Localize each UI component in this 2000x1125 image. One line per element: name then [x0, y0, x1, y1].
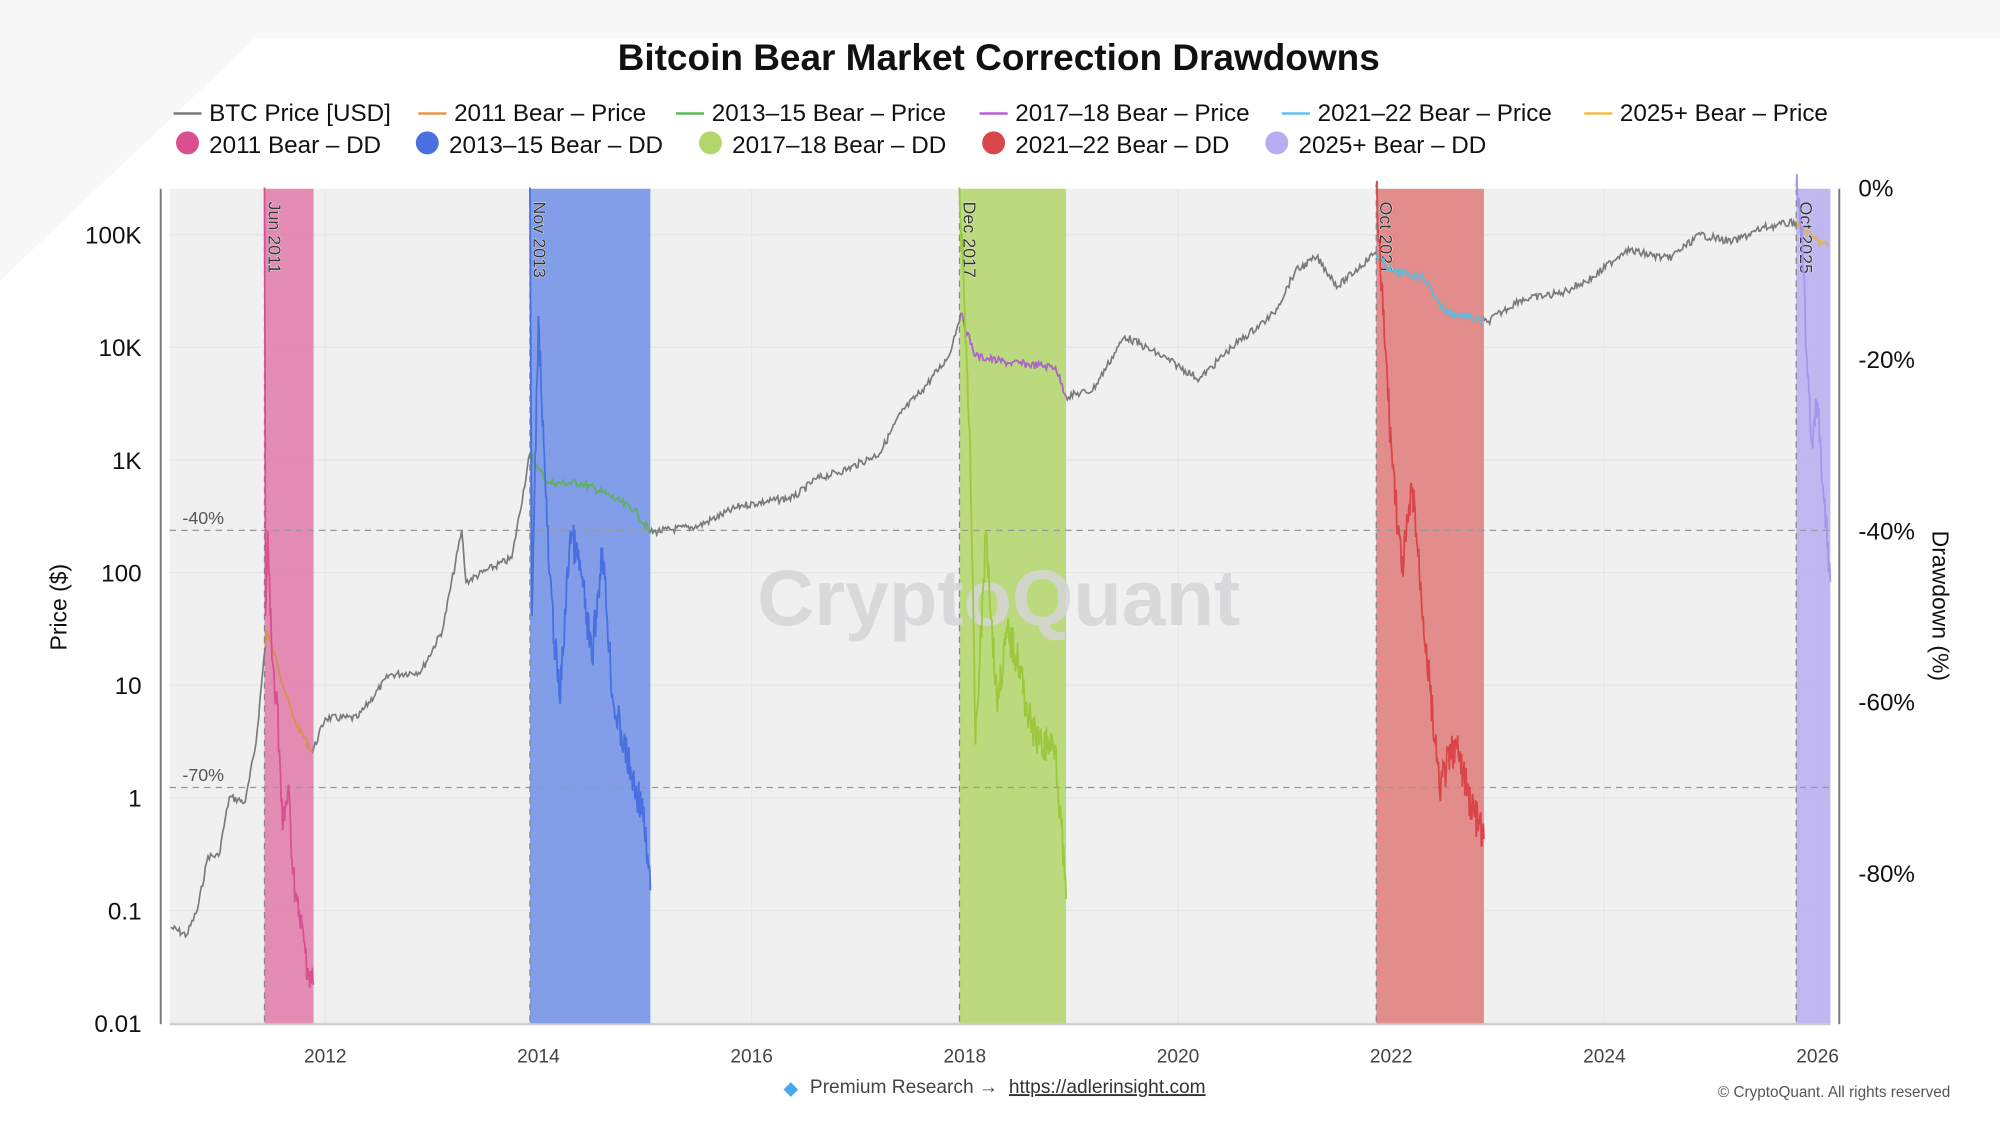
legend-item[interactable]: 2017–18 Bear – DD	[732, 132, 946, 159]
bear-market-band	[959, 188, 1067, 1025]
bear-market-band	[1376, 188, 1484, 1025]
bear-market-band	[529, 188, 651, 1025]
bear-start-label: Oct 2025	[1796, 202, 1816, 274]
legend-dot-icon	[698, 131, 722, 155]
legend-item[interactable]: 2013–15 Bear – Price	[712, 100, 946, 127]
footer-copyright: © CryptoQuant. All rights reserved	[1718, 1084, 1950, 1101]
drawdown-line	[1795, 173, 1832, 582]
footer-link[interactable]: https://adlerinsight.com	[1009, 1077, 1206, 1098]
bear-price-line	[960, 312, 1067, 398]
drawdown-line	[529, 187, 652, 891]
bear-start-label: Nov 2013	[530, 202, 550, 278]
y2-tick-label: 0%	[1858, 175, 1893, 202]
bear-price-line	[264, 629, 314, 753]
legend: BTC Price [USD] 2011 Bear – Price 2013–15 …	[173, 100, 1828, 159]
footer-premium: Premium Research →	[810, 1077, 998, 1098]
y2-tick-label: -40%	[1858, 518, 1915, 545]
bear-market-band	[1796, 188, 1831, 1025]
x-tick-label: 2014	[517, 1047, 560, 1068]
x-tick-label: 2022	[1370, 1047, 1413, 1068]
reference-line-label: -40%	[182, 508, 224, 528]
y-tick-label: 1K	[112, 448, 142, 475]
legend-dot-icon	[176, 131, 199, 155]
x-tick-label: 2018	[944, 1047, 987, 1068]
drawdown-line	[263, 187, 315, 988]
legend-item[interactable]: 2021–22 Bear – DD	[1015, 132, 1229, 159]
y2-axis-label: Drawdown (%)	[1927, 531, 1953, 681]
bear-price-line	[529, 452, 651, 534]
drawdown-line	[958, 187, 1067, 900]
drawdown-line	[1375, 180, 1485, 847]
legend-item[interactable]: 2025+ Bear – Price	[1620, 100, 1828, 127]
bear-start-label: Jun 2011	[264, 202, 284, 274]
y-tick-label: 10K	[98, 335, 141, 362]
x-tick-label: 2012	[304, 1047, 347, 1068]
legend-item[interactable]: BTC Price [USD]	[209, 100, 391, 127]
legend-dot-icon	[1265, 131, 1289, 155]
y-tick-label: 10	[115, 673, 142, 700]
x-tick-label: 2026	[1796, 1047, 1839, 1068]
x-tick-label: 2016	[730, 1047, 773, 1068]
x-tick-label: 2020	[1157, 1047, 1200, 1068]
diamond-icon: ◆	[783, 1078, 798, 1099]
y-tick-label: 100	[101, 561, 141, 588]
bear-market-band	[264, 188, 314, 1025]
bear-start-label: Dec 2017	[959, 202, 979, 278]
legend-item[interactable]: 2013–15 Bear – DD	[449, 132, 663, 159]
y-axis-label: Price ($)	[45, 564, 71, 651]
y2-tick-label: -60%	[1858, 690, 1915, 717]
background-accent	[0, 0, 2000, 281]
bear-price-line	[1375, 254, 1484, 327]
y2-tick-label: -20%	[1858, 347, 1915, 374]
reference-line-label: -70%	[182, 765, 224, 785]
y2-tick-label: -80%	[1858, 861, 1915, 888]
watermark: CryptoQuant	[757, 553, 1240, 642]
legend-item[interactable]: 2011 Bear – DD	[209, 132, 381, 159]
chart-title: Bitcoin Bear Market Correction Drawdowns	[618, 37, 1380, 78]
y-tick-label: 0.01	[94, 1011, 141, 1038]
legend-item[interactable]: 2021–22 Bear – Price	[1318, 100, 1552, 127]
legend-item[interactable]: 2025+ Bear – DD	[1298, 132, 1486, 159]
legend-item[interactable]: 2011 Bear – Price	[454, 100, 646, 127]
legend-dot-icon	[982, 131, 1006, 155]
legend-dot-icon	[415, 131, 439, 155]
y-tick-label: 1	[128, 786, 141, 813]
legend-item[interactable]: 2017–18 Bear – Price	[1015, 100, 1249, 127]
y-tick-label: 100K	[85, 223, 142, 250]
bear-price-line	[1796, 221, 1829, 247]
x-tick-label: 2024	[1583, 1047, 1626, 1068]
y-tick-label: 0.1	[108, 898, 142, 925]
